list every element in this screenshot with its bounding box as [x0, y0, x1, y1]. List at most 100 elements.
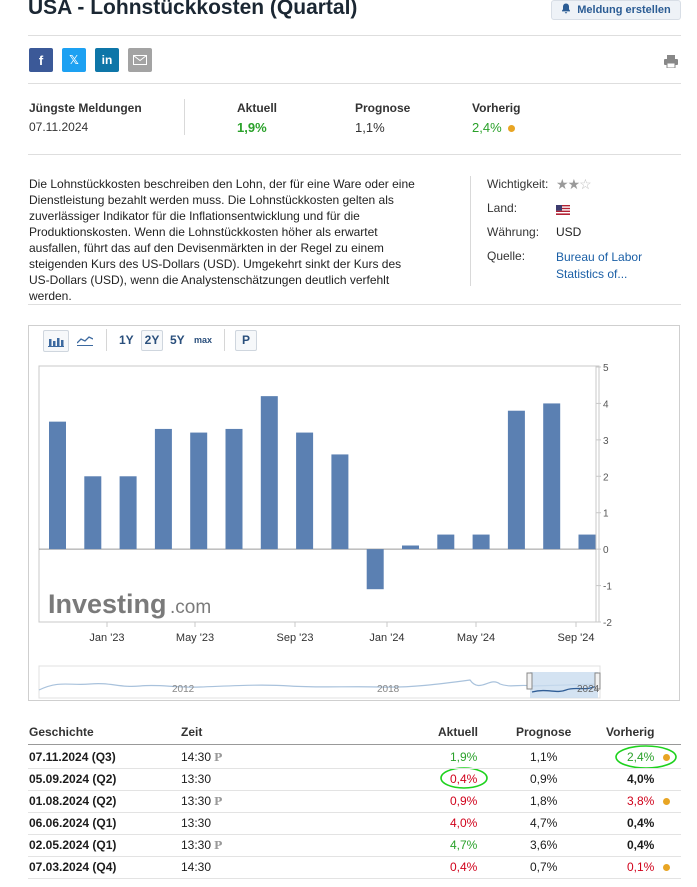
row-time-text: 14:30 [181, 860, 212, 874]
bar-chart-icon [48, 338, 64, 347]
chart-bar[interactable] [84, 476, 102, 550]
row-time-text: 13:30 [181, 816, 212, 830]
print-icon[interactable] [664, 55, 678, 69]
row-actual-text: 0,4% [450, 772, 478, 786]
revision-dot-icon [663, 798, 671, 806]
navigator-label: 2018 [377, 684, 400, 695]
chart-bar[interactable] [260, 396, 278, 550]
source-line-1: Bureau of Labor [556, 250, 643, 264]
navigator-label: 2012 [172, 684, 195, 695]
row-date-text: 01.08.2024 (Q2) [29, 794, 117, 808]
row-previous: 0,1% [627, 860, 671, 874]
create-alert-button[interactable]: Meldung erstellen [551, 0, 681, 20]
row-forecast: 3,6% [530, 838, 557, 852]
x-tick-label: Jan '24 [369, 632, 404, 644]
y-ticks: 5 4 3 2 1 0 -1 -2 [39, 363, 612, 629]
latest-label: Jüngste Meldungen [29, 101, 142, 115]
row-time-text: 13:30 [181, 772, 212, 786]
row-date: 05.09.2024 (Q2) [29, 772, 116, 786]
row-time: 13:30 P [181, 794, 222, 808]
row-forecast-text: 4,7% [530, 816, 558, 830]
row-previous-text: 2,4% [627, 750, 655, 764]
navigator-line [38, 679, 601, 691]
us-flag-icon [556, 202, 570, 220]
create-alert-label: Meldung erstellen [577, 4, 671, 16]
x-icon: 𝕏 [69, 53, 79, 67]
row-date: 01.08.2024 (Q2) [29, 794, 116, 808]
row-actual-text: 4,7% [450, 838, 478, 852]
row-previous: 2,4% [627, 750, 671, 764]
email-share-button[interactable] [128, 48, 152, 72]
y-tick-label: 2 [603, 472, 609, 483]
row-date: 06.06.2024 (Q1) [29, 816, 116, 830]
row-previous: 0,4% [627, 816, 654, 830]
importance-label: Wichtigkeit: [487, 177, 549, 191]
chart-bar[interactable] [366, 549, 384, 590]
row-actual-text: 4,0% [450, 816, 478, 830]
row-date-text: 02.05.2024 (Q1) [29, 838, 117, 852]
range-2y-button[interactable]: 2Y [141, 330, 163, 351]
chart-bar[interactable] [543, 403, 561, 550]
table-header-line [28, 744, 681, 745]
chart-bar[interactable] [154, 428, 172, 550]
row-actual: 0,4% [450, 772, 477, 786]
row-date-text: 05.09.2024 (Q2) [29, 772, 117, 786]
row-divider [28, 768, 681, 769]
row-date: 07.11.2024 (Q3) [29, 750, 116, 764]
col-actual: Aktuell [438, 725, 479, 739]
chart-bar[interactable] [331, 454, 349, 550]
star-filled-icon: ★ [567, 176, 581, 192]
x-share-button[interactable]: 𝕏 [62, 48, 86, 72]
bell-icon [561, 3, 571, 17]
linkedin-share-button[interactable]: in [95, 48, 119, 72]
importance-stars: ★★☆ [556, 176, 592, 193]
line-chart-toggle[interactable] [74, 330, 96, 350]
source-line-2: Statistics of... [556, 267, 628, 281]
mail-icon [133, 55, 147, 65]
divider [28, 35, 681, 36]
col-forecast: Prognose [516, 725, 572, 739]
preliminary-icon: P [214, 751, 223, 764]
source-link[interactable]: Bureau of Labor Statistics of... [556, 249, 642, 283]
bar-chart-toggle[interactable] [43, 330, 69, 352]
row-time-text: 13:30 [181, 794, 212, 808]
previous-value-wrap: 2,4% [472, 120, 515, 135]
chart-bar[interactable] [225, 428, 243, 550]
chart-bar[interactable] [296, 432, 314, 550]
preliminary-toggle-button[interactable]: P [235, 330, 257, 351]
row-forecast: 0,7% [530, 860, 557, 874]
row-forecast: 0,9% [530, 772, 557, 786]
chart-bar[interactable] [119, 476, 137, 550]
row-previous: 3,8% [627, 794, 671, 808]
range-max-button[interactable]: max [194, 335, 213, 345]
chart-bar[interactable] [507, 410, 525, 550]
row-time: 13:30 [181, 772, 211, 786]
navigator-handle-left [526, 672, 533, 690]
range-5y-button[interactable]: 5Y [170, 333, 185, 347]
row-date-text: 06.06.2024 (Q1) [29, 816, 117, 830]
chart-bar[interactable] [472, 534, 490, 550]
plot-frame [38, 365, 600, 623]
latest-date: 07.11.2024 [29, 120, 89, 134]
chart-bar[interactable] [578, 534, 596, 550]
chart-bar[interactable] [190, 432, 208, 550]
x-tick-label: May '23 [176, 632, 214, 644]
row-previous-text: 0,4% [627, 816, 655, 830]
range-navigator: 2012 2018 2024 [38, 665, 601, 699]
row-time-text: 13:30 [181, 838, 212, 852]
row-previous-text: 4,0% [627, 772, 655, 786]
facebook-share-button[interactable]: f [29, 48, 53, 72]
bars [49, 396, 596, 590]
page-title: USA - Lohnstückkosten (Quartal) [28, 0, 358, 19]
divider [184, 99, 185, 135]
revision-dot-icon [663, 864, 671, 872]
range-1y-button[interactable]: 1Y [119, 333, 134, 347]
chart-bar[interactable] [402, 545, 419, 550]
row-forecast: 4,7% [530, 816, 557, 830]
row-actual-text: 0,4% [450, 860, 478, 874]
chart-bar[interactable] [437, 534, 455, 550]
y-tick-label: 3 [603, 436, 609, 447]
linkedin-icon: in [101, 53, 113, 67]
chart-bar[interactable] [49, 421, 66, 550]
